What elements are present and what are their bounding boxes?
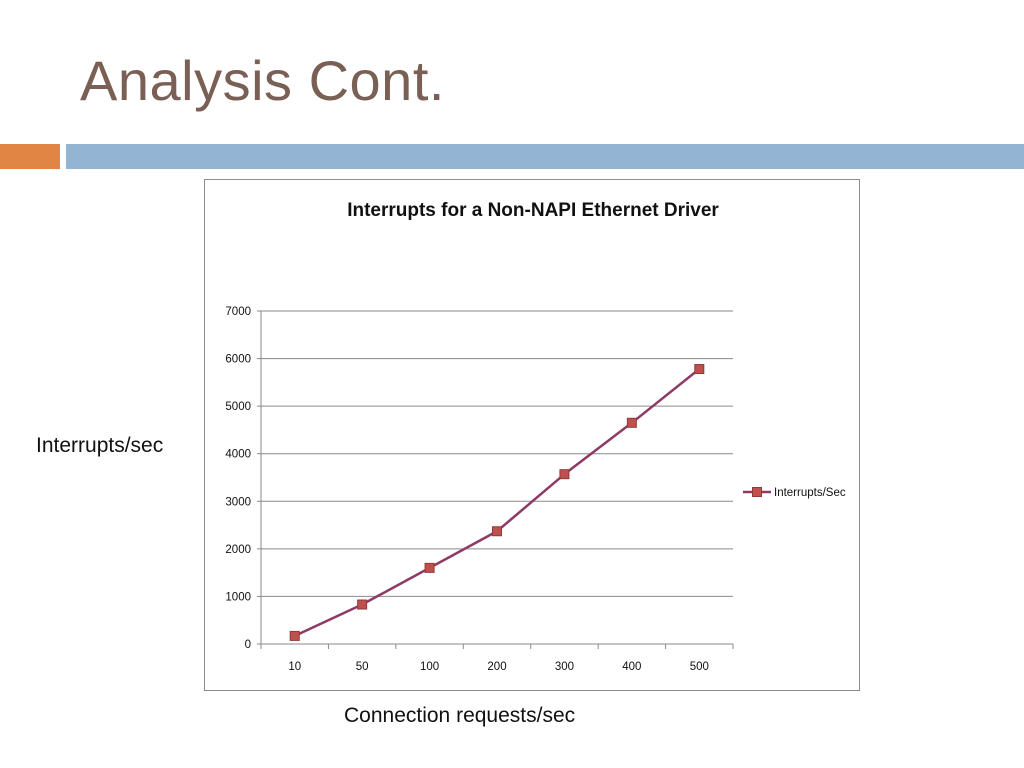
x-tick-label: 10: [288, 661, 301, 673]
y-tick-label: 5000: [225, 401, 251, 413]
x-tick-label: 100: [420, 661, 439, 673]
x-tick-label: 300: [555, 661, 574, 673]
y-tick-label: 0: [245, 639, 251, 651]
data-point-marker: [424, 562, 435, 573]
data-point-marker: [694, 364, 705, 375]
y-tick-label: 7000: [225, 306, 251, 318]
y-tick-labels: 0 1000 2000 3000 4000 5000 6000 7000: [225, 306, 251, 651]
axes: [257, 310, 734, 649]
legend-marker: [752, 487, 762, 497]
data-point-marker: [357, 599, 368, 610]
data-point-marker: [626, 417, 637, 428]
y-tick-label: 6000: [225, 354, 251, 366]
series-group: [289, 364, 705, 641]
x-tick-label: 400: [622, 661, 641, 673]
accent-bar-blue: [66, 144, 1024, 169]
x-tick-label: 200: [487, 661, 506, 673]
slide-title: Analysis Cont.: [80, 49, 445, 112]
line-chart: Interrupts for a Non-NAPI Ethernet Drive…: [225, 200, 846, 673]
accent-bar-orange: [0, 144, 60, 169]
data-point-marker: [492, 526, 502, 537]
y-axis-side-label: Interrupts/sec: [36, 434, 164, 457]
data-point-marker: [559, 469, 570, 480]
legend: Interrupts/Sec: [743, 487, 846, 499]
y-tick-label: 1000: [225, 591, 251, 603]
series-line: [294, 368, 701, 638]
x-axis-side-label: Connection requests/sec: [344, 704, 576, 727]
y-tick-label: 4000: [225, 449, 251, 461]
x-tick-label: 500: [690, 661, 709, 673]
x-tick-labels: 10 50 100 200 300 400 500: [288, 661, 709, 673]
y-tick-label: 3000: [225, 496, 251, 508]
chart-title: Interrupts for a Non-NAPI Ethernet Drive…: [347, 200, 719, 221]
legend-label: Interrupts/Sec: [774, 487, 846, 499]
y-tick-label: 2000: [225, 544, 251, 556]
chart-frame: Interrupts for a Non-NAPI Ethernet Drive…: [204, 179, 860, 691]
x-tick-label: 50: [356, 661, 369, 673]
data-point-marker: [289, 630, 300, 641]
gridlines: [261, 310, 733, 597]
